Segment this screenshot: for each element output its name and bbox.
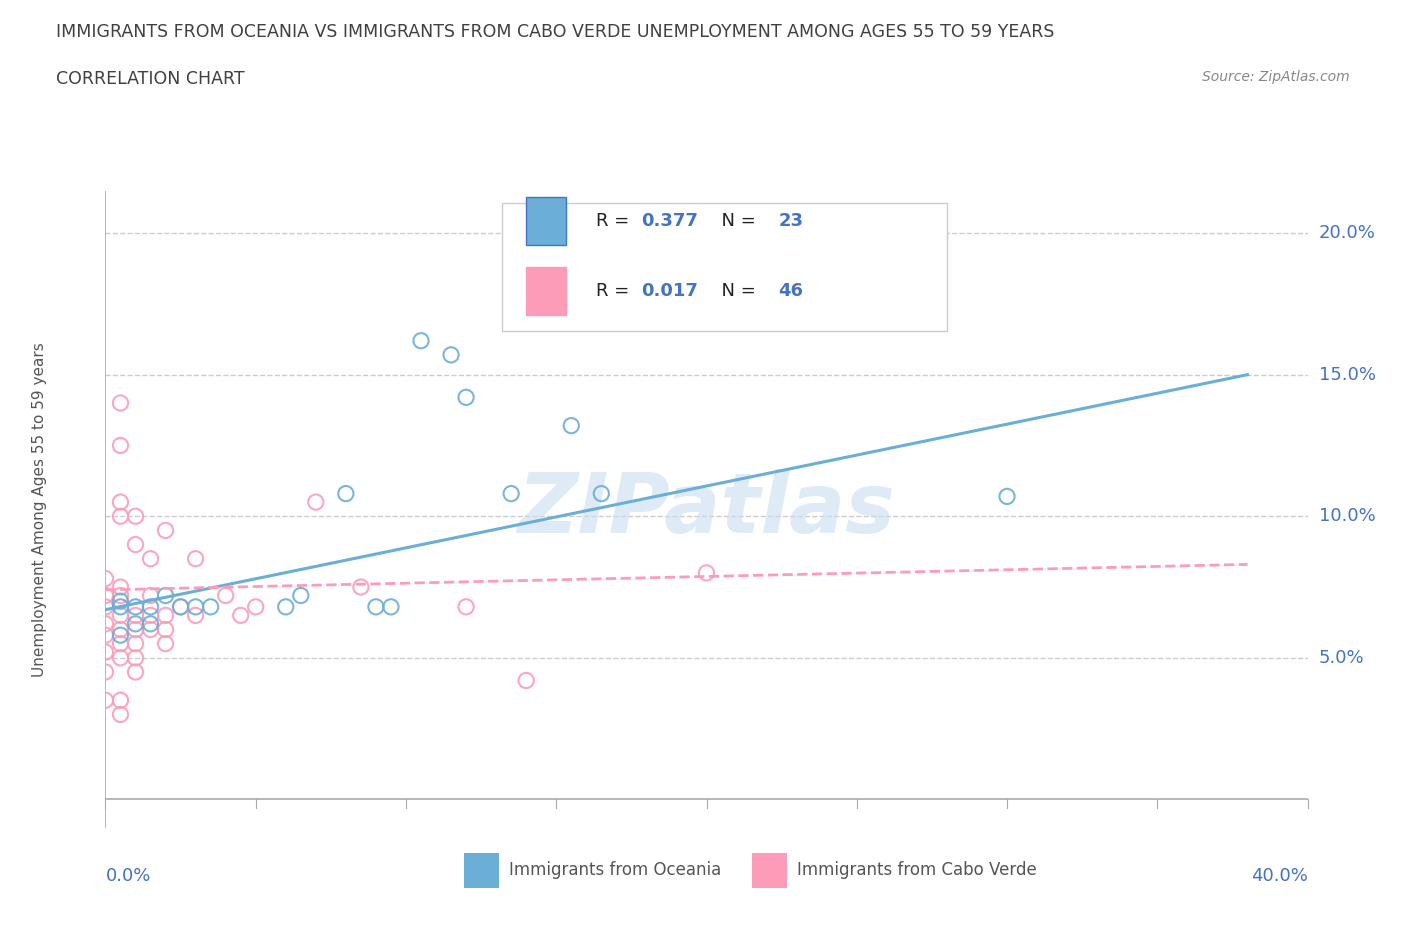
Point — [124, 622, 146, 637]
Point — [591, 486, 613, 501]
Point — [290, 588, 312, 603]
Point — [454, 600, 477, 615]
Point — [94, 617, 117, 631]
Point — [110, 495, 132, 510]
Point — [110, 438, 132, 453]
Text: 15.0%: 15.0% — [1319, 365, 1375, 384]
Text: Immigrants from Oceania: Immigrants from Oceania — [509, 861, 721, 880]
Point — [155, 588, 177, 603]
Point — [155, 622, 177, 637]
Text: 5.0%: 5.0% — [1319, 649, 1364, 667]
Point — [110, 593, 132, 608]
Text: IMMIGRANTS FROM OCEANIA VS IMMIGRANTS FROM CABO VERDE UNEMPLOYMENT AMONG AGES 55: IMMIGRANTS FROM OCEANIA VS IMMIGRANTS FR… — [56, 23, 1054, 41]
Point — [515, 673, 537, 688]
Point — [139, 608, 162, 623]
Text: 40.0%: 40.0% — [1251, 867, 1308, 884]
Point — [124, 617, 146, 631]
Point — [245, 600, 267, 615]
Point — [995, 489, 1018, 504]
Point — [440, 348, 463, 363]
Point — [124, 509, 146, 524]
Text: N =: N = — [710, 212, 762, 230]
Point — [110, 579, 132, 594]
Point — [139, 622, 162, 637]
Point — [94, 665, 117, 680]
Point — [124, 650, 146, 665]
Text: ZIPatlas: ZIPatlas — [517, 469, 896, 550]
Point — [139, 551, 162, 566]
Point — [110, 608, 132, 623]
Text: Source: ZipAtlas.com: Source: ZipAtlas.com — [1202, 70, 1350, 84]
Point — [94, 571, 117, 586]
Point — [169, 600, 191, 615]
Text: 0.0%: 0.0% — [105, 867, 150, 884]
Point — [110, 707, 132, 722]
Point — [380, 600, 402, 615]
Point — [155, 636, 177, 651]
Text: R =: R = — [596, 212, 636, 230]
Point — [184, 551, 207, 566]
Point — [94, 693, 117, 708]
Point — [169, 600, 191, 615]
Point — [110, 588, 132, 603]
Point — [124, 636, 146, 651]
Point — [124, 538, 146, 552]
Point — [94, 600, 117, 615]
Point — [229, 608, 252, 623]
Text: Immigrants from Cabo Verde: Immigrants from Cabo Verde — [797, 861, 1038, 880]
Point — [305, 495, 328, 510]
Bar — [526, 197, 565, 245]
Text: CORRELATION CHART: CORRELATION CHART — [56, 70, 245, 87]
Bar — [526, 267, 565, 315]
Text: 0.017: 0.017 — [641, 282, 699, 300]
Point — [350, 579, 373, 594]
Point — [560, 418, 582, 433]
Point — [110, 600, 132, 615]
Point — [124, 665, 146, 680]
Point — [501, 486, 523, 501]
Point — [139, 588, 162, 603]
Point — [110, 395, 132, 410]
Point — [364, 600, 387, 615]
Text: 10.0%: 10.0% — [1319, 507, 1375, 525]
Point — [214, 588, 236, 603]
Text: 46: 46 — [779, 282, 804, 300]
Point — [110, 650, 132, 665]
Point — [454, 390, 477, 405]
Point — [155, 523, 177, 538]
Point — [335, 486, 357, 501]
Point — [200, 600, 222, 615]
Text: 20.0%: 20.0% — [1319, 224, 1375, 242]
FancyBboxPatch shape — [502, 204, 948, 331]
Point — [110, 628, 132, 643]
Point — [139, 600, 162, 615]
Point — [184, 608, 207, 623]
Text: 0.377: 0.377 — [641, 212, 699, 230]
Point — [94, 628, 117, 643]
Text: 23: 23 — [779, 212, 804, 230]
Point — [139, 617, 162, 631]
Point — [94, 644, 117, 659]
Point — [110, 509, 132, 524]
Point — [110, 636, 132, 651]
Point — [124, 608, 146, 623]
Point — [110, 693, 132, 708]
Text: Unemployment Among Ages 55 to 59 years: Unemployment Among Ages 55 to 59 years — [32, 342, 46, 676]
Point — [124, 600, 146, 615]
Point — [696, 565, 718, 580]
Point — [274, 600, 297, 615]
Point — [110, 622, 132, 637]
Text: R =: R = — [596, 282, 636, 300]
Text: N =: N = — [710, 282, 762, 300]
Point — [94, 588, 117, 603]
Point — [409, 333, 432, 348]
Point — [155, 608, 177, 623]
Point — [184, 600, 207, 615]
